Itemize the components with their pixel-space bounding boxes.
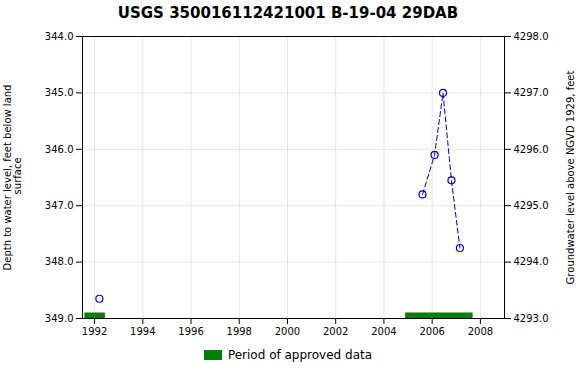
svg-text:4294.0: 4294.0 <box>514 256 549 267</box>
svg-text:348.0: 348.0 <box>45 256 74 267</box>
svg-text:1994: 1994 <box>130 326 155 337</box>
svg-text:4293.0: 4293.0 <box>514 313 549 324</box>
svg-text:349.0: 349.0 <box>45 313 74 324</box>
svg-text:Depth to water level, feet bel: Depth to water level, feet below land su… <box>2 85 23 271</box>
svg-text:2000: 2000 <box>275 326 300 337</box>
svg-text:345.0: 345.0 <box>45 87 74 98</box>
svg-text:4296.0: 4296.0 <box>514 144 549 155</box>
svg-text:4298.0: 4298.0 <box>514 31 549 42</box>
svg-text:344.0: 344.0 <box>45 31 74 42</box>
svg-text:346.0: 346.0 <box>45 144 74 155</box>
svg-text:4295.0: 4295.0 <box>514 200 549 211</box>
svg-text:1998: 1998 <box>227 326 252 337</box>
svg-text:2002: 2002 <box>323 326 348 337</box>
svg-text:1996: 1996 <box>178 326 203 337</box>
svg-text:1992: 1992 <box>82 326 107 337</box>
svg-text:4297.0: 4297.0 <box>514 87 549 98</box>
html-text:USGS 350016112421001 B-19-04 2: USGS 350016112421001 B-19-04 29DAB <box>117 4 459 22</box>
svg-text:Groundwater level above NGVD 1: Groundwater level above NGVD 1929, feet <box>565 71 576 285</box>
svg-text:2006: 2006 <box>419 326 444 337</box>
svg-text:2004: 2004 <box>371 326 396 337</box>
html-text:Period of approved data: Period of approved data <box>227 348 373 362</box>
svg-text:2008: 2008 <box>468 326 493 337</box>
svg-text:347.0: 347.0 <box>45 200 74 211</box>
